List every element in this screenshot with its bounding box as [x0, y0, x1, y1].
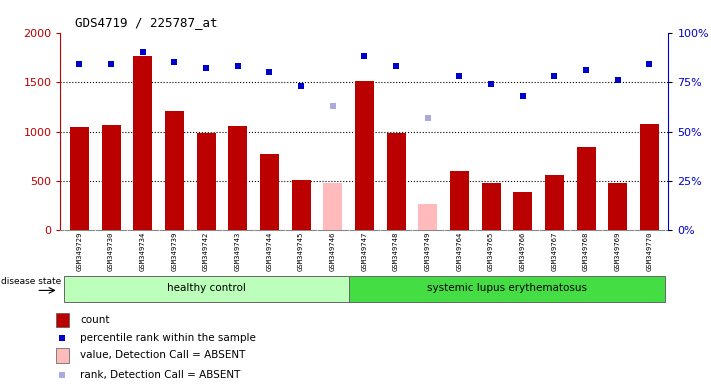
- Bar: [165, 111, 184, 230]
- Text: GSM349745: GSM349745: [298, 231, 304, 271]
- Point: [105, 61, 117, 67]
- Bar: [228, 126, 247, 230]
- Bar: [55, 313, 69, 327]
- Point: [643, 61, 655, 67]
- Point: [264, 69, 275, 75]
- Point: [486, 81, 497, 87]
- Point: [57, 334, 68, 341]
- Bar: [355, 81, 374, 230]
- Bar: [481, 184, 501, 230]
- Bar: [577, 147, 596, 230]
- Text: value, Detection Call = ABSENT: value, Detection Call = ABSENT: [80, 350, 246, 360]
- Text: healthy control: healthy control: [166, 283, 245, 293]
- Text: percentile rank within the sample: percentile rank within the sample: [80, 333, 256, 343]
- Point: [580, 67, 592, 73]
- Point: [201, 65, 212, 71]
- Text: GSM349739: GSM349739: [171, 231, 178, 271]
- Text: GSM349767: GSM349767: [551, 231, 557, 271]
- Point: [390, 63, 402, 70]
- Point: [517, 93, 528, 99]
- Text: count: count: [80, 315, 110, 325]
- Text: disease state: disease state: [1, 277, 61, 286]
- Bar: [133, 56, 152, 230]
- Point: [232, 63, 243, 70]
- Text: GSM349734: GSM349734: [140, 231, 146, 271]
- Bar: [196, 134, 215, 230]
- Text: systemic lupus erythematosus: systemic lupus erythematosus: [427, 283, 587, 293]
- Bar: [324, 183, 342, 230]
- Text: GSM349768: GSM349768: [583, 231, 589, 271]
- Text: GSM349770: GSM349770: [646, 231, 653, 271]
- Text: GSM349769: GSM349769: [615, 231, 621, 271]
- Bar: [608, 184, 627, 230]
- Text: GDS4719 / 225787_at: GDS4719 / 225787_at: [75, 16, 217, 29]
- Point: [327, 103, 338, 109]
- Text: rank, Detection Call = ABSENT: rank, Detection Call = ABSENT: [80, 370, 241, 380]
- Text: GSM349748: GSM349748: [393, 231, 399, 271]
- Point: [358, 53, 370, 60]
- Bar: [63, 276, 348, 302]
- Point: [57, 372, 68, 378]
- Bar: [55, 348, 69, 362]
- Bar: [387, 134, 405, 230]
- Text: GSM349743: GSM349743: [235, 231, 241, 271]
- Bar: [418, 204, 437, 230]
- Text: GSM349766: GSM349766: [520, 231, 525, 271]
- Bar: [260, 154, 279, 230]
- Point: [549, 73, 560, 79]
- Point: [74, 61, 85, 67]
- Text: GSM349742: GSM349742: [203, 231, 209, 271]
- Text: GSM349749: GSM349749: [424, 231, 431, 271]
- Point: [169, 59, 180, 65]
- Point: [422, 114, 434, 121]
- Bar: [348, 276, 665, 302]
- Bar: [513, 192, 533, 230]
- Bar: [450, 171, 469, 230]
- Bar: [102, 124, 121, 230]
- Point: [454, 73, 465, 79]
- Bar: [292, 180, 311, 230]
- Text: GSM349744: GSM349744: [267, 231, 272, 271]
- Text: GSM349730: GSM349730: [108, 231, 114, 271]
- Text: GSM349764: GSM349764: [456, 231, 462, 271]
- Text: GSM349729: GSM349729: [76, 231, 82, 271]
- Bar: [640, 124, 659, 230]
- Point: [295, 83, 306, 89]
- Text: GSM349746: GSM349746: [330, 231, 336, 271]
- Text: GSM349747: GSM349747: [361, 231, 368, 271]
- Point: [137, 50, 149, 56]
- Bar: [70, 127, 89, 230]
- Text: GSM349765: GSM349765: [488, 231, 494, 271]
- Bar: [545, 175, 564, 230]
- Point: [612, 77, 624, 83]
